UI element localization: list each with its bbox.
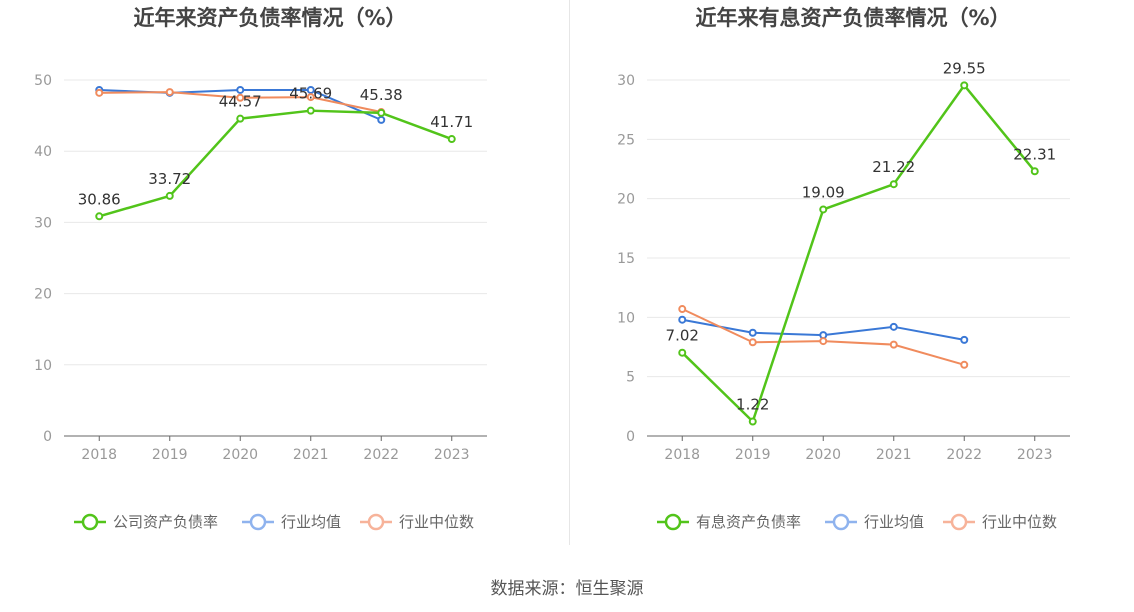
data-label: 21.22 [872,158,915,176]
x-tick-label: 2023 [434,447,470,463]
y-tick-label: 10 [34,358,52,374]
y-tick-label: 20 [34,287,52,303]
data-label: 45.38 [360,86,403,104]
x-tick-label: 2022 [363,447,399,463]
x-tick-label: 2018 [81,447,117,463]
y-tick-label: 5 [626,370,635,386]
industry-median-data-point[interactable] [95,88,104,97]
chart-title: 近年来资产负债率情况（%） [133,6,406,30]
company-data-point[interactable] [447,135,456,144]
data-label: 1.22 [736,396,769,414]
y-tick-label: 10 [617,310,635,326]
data-label: 19.09 [802,183,845,201]
data-source-note: 数据来源：恒生聚源 [490,579,644,599]
x-tick-label: 2020 [222,447,258,463]
y-tick-label: 0 [626,429,635,445]
legend-label: 行业中位数 [982,513,1057,531]
company-data-point[interactable] [306,106,315,115]
legend-label: 行业均值 [281,513,341,531]
company-data-point[interactable] [960,81,969,90]
data-label: 29.55 [943,59,986,77]
y-tick-label: 40 [34,144,52,160]
industry-average-data-point[interactable] [889,322,898,331]
data-label: 41.71 [430,113,473,131]
legend-marker-icon [249,513,267,531]
interest-bearing-debt-ratio-chart: 近年来有息资产负债率情况（%） 0 5 10 15 20 25 30 2018 2019 2020 2… [617,6,1070,531]
legend-label: 公司资产负债率 [113,513,218,531]
industry-average-data-point[interactable] [960,335,969,344]
x-tick-label: 2021 [293,447,329,463]
industry-median-data-point[interactable] [678,305,687,314]
industry-median-data-point[interactable] [960,360,969,369]
panel-divider [569,0,570,545]
company-data-point[interactable] [236,114,245,123]
industry-median-data-point[interactable] [889,340,898,349]
y-tick-label: 30 [34,215,52,231]
x-tick-label: 2021 [876,447,912,463]
company-data-point[interactable] [678,348,687,357]
chart-panel-interest-bearing-debt-ratio: 近年来有息资产负债率情况（%） 0 5 10 15 20 25 30 2018 2019 2020 2… [567,0,1134,560]
legend-item-company[interactable]: 有息资产负债率 [657,513,801,531]
x-tick-label: 2022 [946,447,982,463]
x-tick-label: 2018 [664,447,700,463]
y-tick-label: 25 [617,132,635,148]
y-tick-label: 30 [617,73,635,89]
legend-label: 有息资产负债率 [696,513,801,531]
industry-average-data-point[interactable] [306,85,315,94]
y-tick-label: 20 [617,192,635,208]
company-data-point[interactable] [889,180,898,189]
company-data-point[interactable] [819,205,828,214]
x-tick-label: 2019 [735,447,771,463]
company-series-line [98,109,453,218]
chart-panel-debt-ratio: 近年来资产负债率情况（%） 0 10 20 30 40 50 2018 2019 2020 2021… [0,0,567,560]
industry-average-data-point[interactable] [236,85,245,94]
legend-item-company[interactable]: 公司资产负债率 [74,513,218,531]
industry-average-data-point[interactable] [678,315,687,324]
y-tick-label: 50 [34,73,52,89]
company-data-point[interactable] [165,191,174,200]
x-tick-label: 2023 [1017,447,1053,463]
industry-median-data-point[interactable] [236,93,245,102]
legend-item-industry-average[interactable]: 行业均值 [242,513,341,531]
data-label: 44.57 [219,93,262,111]
industry-median-data-point[interactable] [748,338,757,347]
x-tick-label: 2020 [805,447,841,463]
company-data-point[interactable] [377,108,386,117]
company-series-line [681,84,1036,423]
legend-item-industry-median[interactable]: 行业中位数 [943,513,1057,531]
industry-median-data-point[interactable] [165,88,174,97]
industry-median-data-point[interactable] [306,93,315,102]
legend-label: 行业中位数 [399,513,474,531]
legend-item-industry-median[interactable]: 行业中位数 [360,513,474,531]
chart-title: 近年来有息资产负债率情况（%） [695,6,1010,30]
legend-marker-icon [81,513,99,531]
industry-median-data-point[interactable] [819,337,828,346]
industry-average-data-point[interactable] [748,328,757,337]
legend-item-industry-average[interactable]: 行业均值 [825,513,924,531]
debt-ratio-chart: 近年来资产负债率情况（%） 0 10 20 30 40 50 2018 2019 2020 2021… [34,6,487,531]
data-label: 30.86 [78,190,121,208]
industry-average-data-point[interactable] [377,115,386,124]
data-label: 33.72 [148,170,191,188]
x-tick-label: 2019 [152,447,188,463]
data-label: 22.31 [1013,145,1056,163]
company-data-point[interactable] [748,417,757,426]
legend-label: 行业均值 [864,513,924,531]
company-data-point[interactable] [1030,167,1039,176]
data-label: 45.69 [289,85,332,103]
legend-marker-icon [664,513,682,531]
legend-marker-icon [832,513,850,531]
data-label: 7.02 [666,327,699,345]
y-tick-label: 15 [617,251,635,267]
legend-marker-icon [950,513,968,531]
legend-marker-icon [367,513,385,531]
y-tick-label: 0 [43,429,52,445]
company-data-point[interactable] [95,212,104,221]
